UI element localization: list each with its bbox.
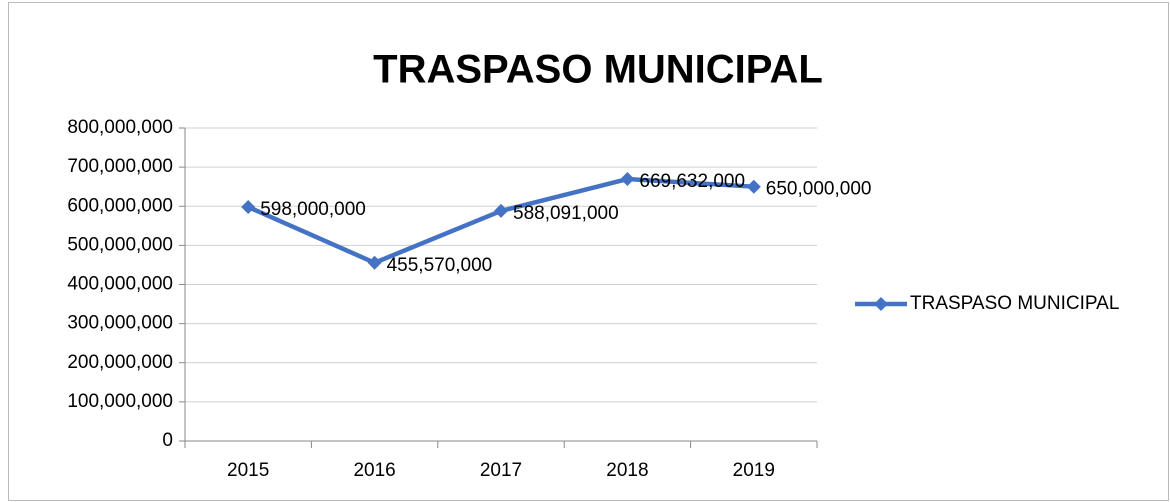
- data-label: 598,000,000: [260, 199, 366, 220]
- chart-title: TRASPASO MUNICIPAL: [373, 48, 823, 92]
- marker: [494, 203, 508, 218]
- marker: [620, 172, 635, 187]
- chart-border: [8, 2, 1169, 501]
- y-tick-label: 100,000,000: [67, 391, 173, 412]
- y-tick-label: 800,000,000: [67, 117, 173, 138]
- x-tick-label: 2015: [227, 460, 269, 481]
- x-tick-label: 2016: [353, 460, 395, 481]
- data-label: 669,632,000: [639, 171, 745, 192]
- data-label: 650,000,000: [766, 179, 872, 200]
- legend-marker: [874, 297, 888, 311]
- marker: [241, 200, 256, 215]
- marker: [367, 255, 382, 270]
- x-tick-label: 2017: [480, 460, 522, 481]
- marker: [746, 179, 761, 194]
- y-tick-label: 300,000,000: [67, 313, 173, 334]
- data-label: 588,091,000: [513, 203, 619, 224]
- y-tick-label: 500,000,000: [67, 234, 173, 255]
- x-tick-label: 2018: [606, 460, 648, 481]
- y-tick-label: 200,000,000: [67, 352, 173, 373]
- y-tick-label: 0: [162, 430, 173, 451]
- y-tick-label: 400,000,000: [67, 274, 173, 295]
- x-tick-label: 2019: [733, 460, 775, 481]
- legend-label: TRASPASO MUNICIPAL: [910, 293, 1119, 314]
- y-tick-label: 600,000,000: [67, 195, 173, 216]
- y-tick-label: 700,000,000: [67, 156, 173, 177]
- data-label: 455,570,000: [387, 255, 493, 276]
